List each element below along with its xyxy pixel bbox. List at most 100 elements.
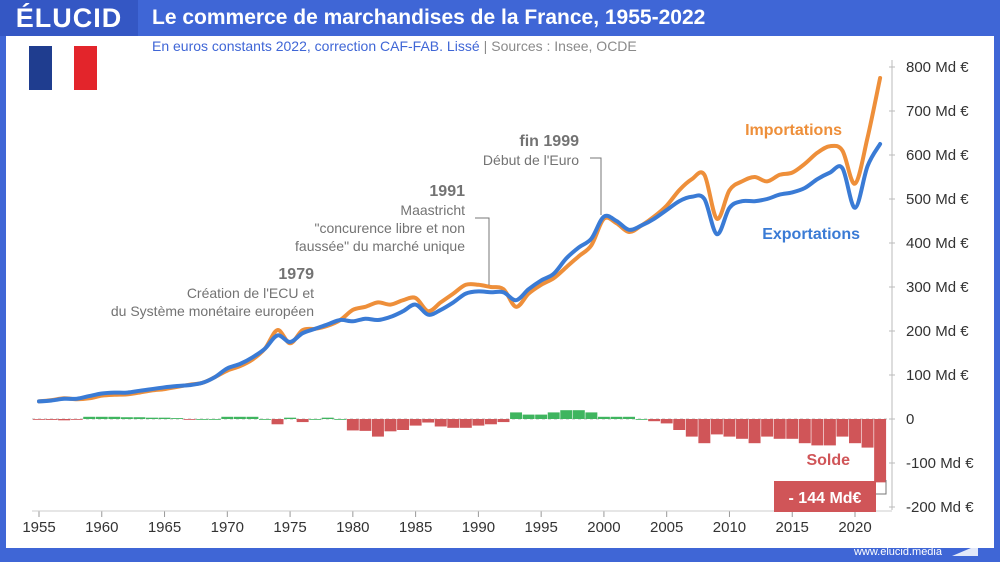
x-tick-label: 1995 — [524, 519, 557, 536]
x-tick-label: 1955 — [22, 519, 55, 536]
balance-bar-2011 — [736, 419, 748, 439]
balance-bar-2000 — [597, 416, 610, 419]
balance-bar-1970 — [221, 416, 234, 419]
annotation-leader-1991 — [475, 217, 490, 285]
callout-box — [774, 481, 876, 512]
balance-bar-2009 — [710, 419, 723, 435]
balance-bar-1957 — [58, 419, 71, 421]
balance-bar-1986 — [422, 419, 435, 423]
callout-text: - 144 Md€ — [789, 490, 862, 507]
balance-bar-1972 — [246, 416, 259, 419]
exportations-label: Exportations — [762, 226, 860, 243]
balance-bar-1979 — [334, 419, 347, 420]
x-tick-label: 1965 — [148, 519, 181, 536]
balance-bar-1958 — [70, 419, 83, 420]
balance-bar-1987 — [434, 419, 447, 427]
x-tick-label: 1990 — [462, 519, 495, 536]
y-tick-label: 0 — [906, 411, 914, 428]
balance-bar-2014 — [773, 419, 786, 439]
balance-bar-1993 — [510, 412, 523, 419]
balance-bar-2021 — [861, 419, 874, 448]
balance-bar-2015 — [786, 419, 799, 439]
callout-leader — [876, 480, 887, 495]
balance-bar-2016 — [798, 419, 811, 444]
balance-bar-2008 — [698, 419, 711, 444]
balance-bar-1978 — [321, 417, 334, 419]
y-tick-label: 200 Md € — [906, 323, 969, 340]
y-tick-label: 400 Md € — [906, 235, 969, 252]
y-tick-label: -100 Md € — [906, 455, 974, 472]
balance-bar-1968 — [196, 419, 209, 420]
balance-bar-1996 — [547, 412, 560, 419]
balance-bar-1963 — [133, 417, 146, 419]
balance-bar-1981 — [359, 419, 372, 431]
balance-bar-2022 — [874, 419, 887, 483]
y-tick-label: -200 Md € — [906, 499, 974, 516]
balance-bar-2012 — [748, 419, 761, 444]
annotation-text-1991: faussée" du marché unique — [295, 238, 465, 254]
balance-bar-1962 — [120, 417, 133, 419]
annotation-year-1991: 1991 — [429, 183, 465, 200]
balance-bar-1964 — [146, 417, 158, 419]
balance-bar-1990 — [472, 419, 485, 426]
balance-bar-1982 — [371, 419, 384, 437]
x-tick-label: 2010 — [713, 519, 746, 536]
balance-bar-1995 — [535, 414, 548, 419]
balance-bar-1966 — [171, 418, 184, 419]
importations-label: Importations — [745, 122, 842, 139]
balance-bar-1999 — [585, 412, 598, 419]
balance-bar-1992 — [497, 419, 510, 423]
x-tick-label: 1980 — [336, 519, 369, 536]
balance-bar-2001 — [610, 416, 623, 419]
balance-bar-1985 — [409, 419, 422, 426]
chart-title: Le commerce de marchandises de la France… — [152, 6, 706, 29]
balance-bar-2010 — [723, 419, 736, 437]
x-tick-label: 1975 — [273, 519, 306, 536]
france-flag-icon — [29, 46, 98, 90]
balance-bar-1980 — [346, 419, 359, 431]
x-tick-label: 1970 — [211, 519, 244, 536]
brand-logo[interactable]: ÉLUCID — [0, 0, 138, 36]
x-tick-label: 2015 — [776, 519, 809, 536]
balance-bar-1956 — [45, 419, 58, 420]
balance-bar-2019 — [836, 419, 849, 437]
y-tick-label: 500 Md € — [906, 191, 969, 208]
balance-bar-2005 — [660, 419, 673, 424]
balance-bar-1976 — [296, 419, 309, 423]
y-tick-label: 800 Md € — [906, 59, 969, 76]
footer-url[interactable]: www.elucid.media — [853, 546, 942, 558]
balance-bar-1997 — [560, 410, 573, 419]
balance-bar-1973 — [258, 419, 271, 420]
elucid-mark-icon — [952, 545, 978, 556]
annotation-text-1979: du Système monétaire européen — [111, 303, 314, 319]
balance-bar-1975 — [284, 417, 297, 419]
balance-bar-2020 — [849, 419, 861, 444]
x-tick-label: 1960 — [85, 519, 118, 536]
balance-bar-1967 — [183, 419, 196, 420]
y-tick-label: 300 Md € — [906, 279, 969, 296]
x-tick-label: 1985 — [399, 519, 432, 536]
annotation-year-1979: 1979 — [278, 266, 314, 283]
annotation-year-1999: fin 1999 — [519, 133, 579, 150]
chart-subtitle: En euros constants 2022, correction CAF-… — [152, 38, 637, 54]
subtitle-separator: | — [483, 38, 488, 54]
y-tick-label: 600 Md € — [906, 147, 969, 164]
y-tick-label: 100 Md € — [906, 367, 969, 384]
balance-bar-1989 — [459, 419, 472, 428]
balance-bar-1991 — [484, 419, 497, 425]
annotation-text-1979: Création de l'ECU et — [187, 285, 314, 301]
balance-bar-1998 — [572, 410, 585, 419]
balance-bar-1959 — [83, 416, 96, 419]
balance-bar-1977 — [309, 419, 322, 420]
annotation-text-1991: "concurence libre et non — [314, 220, 465, 236]
balance-bar-2004 — [648, 419, 661, 422]
y-tick-label: 700 Md € — [906, 103, 969, 120]
subtitle-text: En euros constants 2022, correction CAF-… — [152, 38, 480, 54]
balance-bar-1983 — [384, 419, 397, 432]
exportations-line — [37, 142, 883, 404]
balance-bar-1955 — [33, 419, 45, 420]
balance-bar-2013 — [761, 419, 774, 437]
annotation-leader-1999 — [590, 157, 602, 215]
x-tick-label: 2020 — [838, 519, 871, 536]
